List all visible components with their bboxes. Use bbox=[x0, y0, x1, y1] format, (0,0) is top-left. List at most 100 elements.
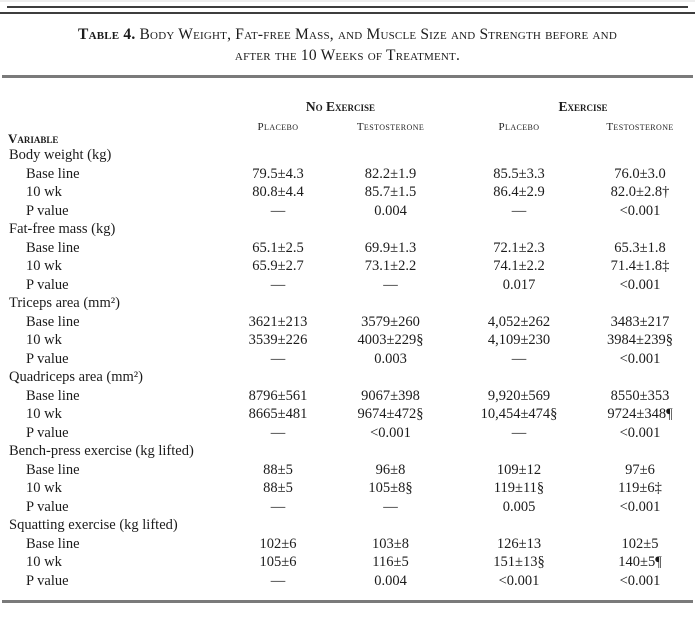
value-cell: 65.9±2.7 bbox=[252, 258, 304, 274]
value-cell: 10,454±474§ bbox=[480, 406, 558, 422]
column-header-exercise-testosterone: Testosterone bbox=[606, 121, 674, 133]
row-label: 10 wk bbox=[26, 258, 62, 274]
value-cell: — bbox=[270, 202, 286, 219]
value-cell: 85.7±1.5 bbox=[364, 184, 417, 200]
top-rule-lower bbox=[0, 12, 695, 14]
section-header-row: Triceps area (mm²) bbox=[0, 294, 695, 313]
section-label: Body weight (kg) bbox=[9, 147, 112, 163]
row-label: P value bbox=[26, 202, 69, 219]
value-cell: — bbox=[383, 276, 398, 293]
value-cell: <0.001 bbox=[619, 350, 661, 367]
value-cell: 3621±213 bbox=[248, 313, 308, 330]
value-cell: 71.4±1.8‡ bbox=[610, 258, 670, 274]
value-cell: — bbox=[511, 424, 527, 441]
row-label: 10 wk bbox=[26, 406, 62, 422]
row-label: 10 wk bbox=[26, 480, 62, 496]
value-cell: <0.001 bbox=[370, 424, 411, 441]
value-cell: 119±6‡ bbox=[618, 480, 662, 496]
table-row: 10 wk 8665±481 9674±472§ 10,454±474§ 9724±34… bbox=[0, 405, 695, 424]
table-row: P value — — 0.005 <0.001 bbox=[0, 498, 695, 517]
value-cell: 126±13 bbox=[496, 535, 542, 552]
value-cell: <0.001 bbox=[619, 424, 661, 441]
row-label: P value bbox=[26, 498, 69, 515]
value-cell: 69.9±1.3 bbox=[364, 239, 417, 256]
value-cell: 65.3±1.8 bbox=[614, 239, 666, 256]
value-cell: 97±6 bbox=[625, 461, 655, 478]
value-cell: 76.0±3.0 bbox=[614, 165, 666, 182]
row-label: Base line bbox=[26, 239, 80, 256]
column-group-exercise: Exercise bbox=[558, 99, 608, 114]
table-row: P value — 0.004 <0.001 <0.001 bbox=[0, 572, 695, 591]
table-title-text: Body Weight, Fat-free Mass, and Muscle S… bbox=[139, 26, 617, 64]
value-cell: 9067±398 bbox=[361, 387, 420, 404]
title-separator-rule bbox=[2, 75, 693, 78]
value-cell: 4,052±262 bbox=[487, 313, 551, 330]
table-header: Variable No Exercise Exercise Placebo Te… bbox=[0, 78, 695, 146]
value-cell: 3579±260 bbox=[361, 313, 420, 330]
value-cell: 0.004 bbox=[374, 202, 407, 219]
row-label: P value bbox=[26, 572, 69, 589]
value-cell: 4003±229§ bbox=[357, 332, 424, 348]
value-cell: 88±5 bbox=[263, 480, 293, 496]
section-header-row: Body weight (kg) bbox=[0, 146, 695, 165]
value-cell: <0.001 bbox=[619, 276, 661, 293]
value-cell: 80.8±4.4 bbox=[252, 184, 304, 200]
value-cell: 102±5 bbox=[621, 535, 659, 552]
value-cell: 9,920±569 bbox=[487, 387, 551, 404]
table-row: P value — — 0.017 <0.001 bbox=[0, 276, 695, 295]
row-label: 10 wk bbox=[26, 332, 62, 348]
value-cell: 73.1±2.2 bbox=[364, 258, 417, 274]
row-label: Base line bbox=[26, 165, 80, 182]
table-row: Base line 79.5±4.3 82.2±1.9 85.5±3.3 76.0±3.… bbox=[0, 165, 695, 184]
value-cell: <0.001 bbox=[619, 498, 661, 515]
section-header-row: Squatting exercise (kg lifted) bbox=[0, 516, 695, 535]
value-cell: 74.1±2.2 bbox=[493, 258, 545, 274]
value-cell: 8796±561 bbox=[248, 387, 308, 404]
value-cell: 119±11§ bbox=[493, 480, 545, 496]
value-cell: 0.003 bbox=[374, 350, 407, 367]
value-cell: 0.017 bbox=[502, 276, 536, 293]
row-label: P value bbox=[26, 276, 69, 293]
row-label: P value bbox=[26, 424, 69, 441]
value-cell: — bbox=[383, 498, 398, 515]
value-cell: 96±8 bbox=[375, 461, 406, 478]
table-row: 10 wk 105±6 116±5 151±13§ 140±5¶ bbox=[0, 553, 695, 572]
value-cell: <0.001 bbox=[619, 572, 661, 589]
value-cell: — bbox=[270, 350, 286, 367]
column-header-exercise-placebo: Placebo bbox=[498, 121, 540, 133]
value-cell: 8550±353 bbox=[610, 387, 670, 404]
value-cell: — bbox=[270, 572, 286, 589]
bottom-rule bbox=[2, 600, 693, 603]
group-header-row: Variable No Exercise Exercise bbox=[0, 78, 695, 146]
column-header-variable: Variable bbox=[8, 131, 59, 146]
table-number: Table 4. bbox=[78, 26, 136, 43]
value-cell: 102±6 bbox=[259, 535, 297, 552]
value-cell: 9724±348¶ bbox=[607, 406, 673, 422]
row-label: Base line bbox=[26, 313, 80, 330]
row-label: 10 wk bbox=[26, 554, 62, 570]
row-label: 10 wk bbox=[26, 184, 62, 200]
value-cell: 3984±239§ bbox=[607, 332, 673, 348]
column-header-no-exercise-placebo: Placebo bbox=[257, 121, 299, 133]
value-cell: — bbox=[511, 202, 527, 219]
section-header-row: Quadriceps area (mm²) bbox=[0, 368, 695, 387]
section-label: Triceps area (mm²) bbox=[9, 295, 120, 311]
value-cell: 116±5 bbox=[372, 554, 409, 570]
table-row: 10 wk 65.9±2.7 73.1±2.2 74.1±2.2 71.4±1.8‡ bbox=[0, 257, 695, 276]
value-cell: 103±8 bbox=[372, 535, 409, 552]
row-label: Base line bbox=[26, 387, 80, 404]
value-cell: 151±13§ bbox=[493, 554, 545, 570]
value-cell: 3539±226 bbox=[248, 332, 308, 348]
value-cell: 82.0±2.8† bbox=[610, 184, 670, 200]
table-title: Table 4. Body Weight, Fat-free Mass, and… bbox=[64, 24, 631, 66]
section-label: Quadriceps area (mm²) bbox=[9, 369, 143, 385]
section-header-row: Fat-free mass (kg) bbox=[0, 220, 695, 239]
section-header-row: Bench-press exercise (kg lifted) bbox=[0, 442, 695, 461]
value-cell: 105±6 bbox=[259, 554, 297, 570]
value-cell: 0.004 bbox=[374, 572, 407, 589]
table-row: Base line 3621±213 3579±260 4,052±262 3483±2… bbox=[0, 313, 695, 332]
value-cell: 86.4±2.9 bbox=[493, 184, 545, 200]
value-cell: 3483±217 bbox=[610, 313, 670, 330]
value-cell: 79.5±4.3 bbox=[252, 165, 304, 182]
